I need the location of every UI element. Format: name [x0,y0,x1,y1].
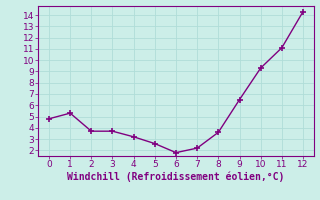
X-axis label: Windchill (Refroidissement éolien,°C): Windchill (Refroidissement éolien,°C) [67,172,285,182]
